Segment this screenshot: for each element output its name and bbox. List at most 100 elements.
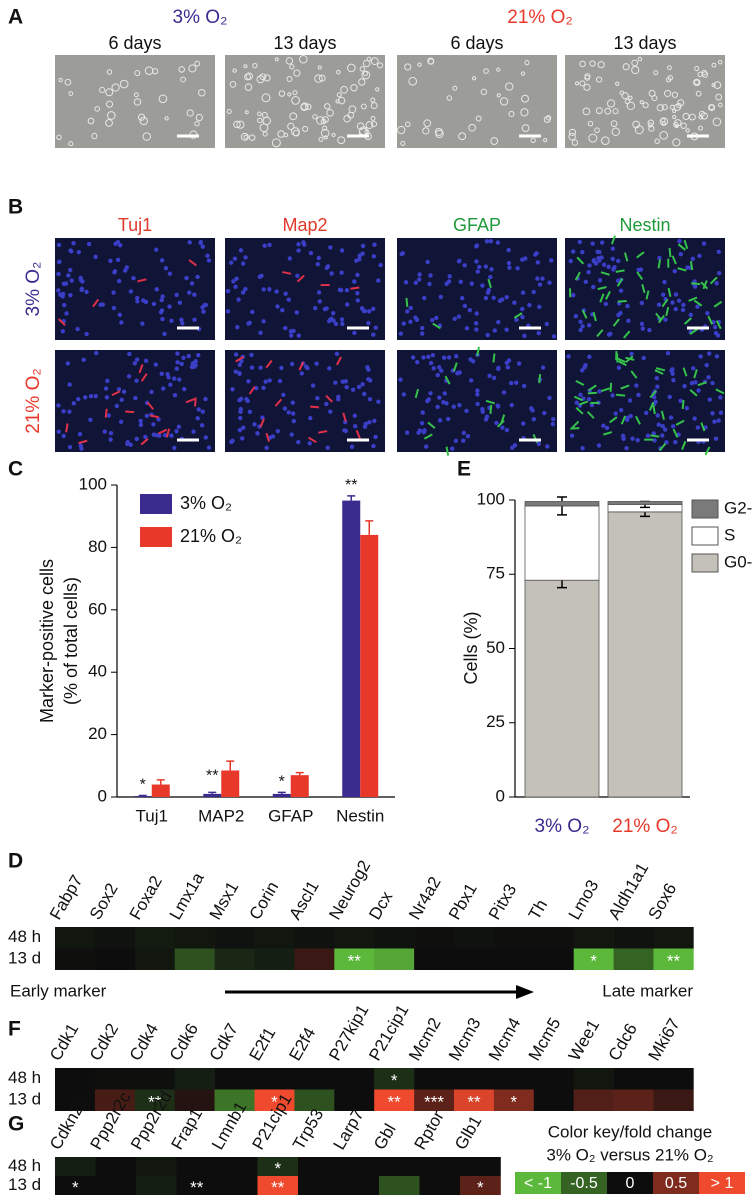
stain: [691, 282, 701, 286]
nucleus: [425, 259, 430, 265]
nucleus: [327, 366, 332, 371]
nucleus: [512, 300, 517, 305]
bar-segment: [524, 579, 600, 798]
cell: [698, 125, 704, 131]
nucleus: [281, 392, 286, 398]
column-label: Frap1: [168, 1105, 207, 1153]
error-bar: [208, 791, 217, 794]
nucleus: [78, 277, 84, 283]
cell: [647, 122, 653, 128]
cell: [188, 64, 197, 73]
nucleus: [626, 318, 631, 324]
stain: [672, 428, 679, 438]
heatmap-cell: [55, 1089, 96, 1111]
nucleus: [175, 351, 180, 356]
stain: [573, 395, 583, 402]
nucleus: [131, 275, 136, 281]
stain: [138, 364, 144, 374]
nucleus: [124, 265, 129, 270]
stain: [259, 418, 265, 428]
nucleus: [367, 378, 373, 383]
nucleus: [56, 403, 61, 408]
nucleus: [345, 302, 350, 307]
nucleus: [138, 422, 144, 428]
nucleus: [362, 391, 367, 397]
bar: [221, 770, 240, 797]
heatmap-cell: [294, 1089, 335, 1111]
nucleus: [682, 383, 687, 389]
nucleus: [322, 306, 328, 312]
nucleus: [416, 277, 422, 282]
column-label: Fabp7: [46, 872, 87, 923]
nucleus: [578, 327, 583, 333]
cell: [320, 128, 330, 138]
nucleus: [441, 355, 447, 360]
nucleus: [296, 333, 302, 338]
nucleus: [662, 427, 668, 432]
cell: [232, 68, 237, 73]
nucleus: [665, 351, 671, 356]
nucleus: [516, 361, 522, 366]
stain: [600, 271, 610, 276]
nucleus: [497, 298, 503, 304]
stain: [485, 399, 495, 405]
cell: [178, 66, 186, 73]
nucleus: [716, 249, 721, 255]
cell: [673, 103, 682, 111]
nucleus: [504, 294, 509, 300]
nucleus: [143, 434, 148, 440]
cell: [600, 136, 610, 145]
nucleus: [236, 297, 241, 302]
cell: [370, 97, 376, 103]
key-label: -0.5: [570, 1175, 598, 1192]
nucleus: [430, 317, 435, 323]
nucleus: [550, 421, 556, 427]
column-label: Trp53: [289, 1106, 327, 1153]
cell: [261, 111, 268, 119]
nucleus: [616, 365, 622, 370]
column-label: Ascl1: [285, 877, 322, 923]
nucleus: [102, 429, 107, 434]
nucleus: [496, 319, 501, 325]
nucleus: [167, 271, 173, 276]
nucleus: [656, 422, 661, 427]
column-label: Corin: [246, 878, 283, 923]
cell: [240, 132, 249, 141]
stain: [185, 398, 195, 404]
stain: [414, 388, 420, 399]
row-label: 13 d: [8, 949, 41, 968]
significance: *: [140, 777, 146, 794]
cell: [499, 97, 509, 106]
stain: [588, 384, 597, 392]
stain: [574, 271, 581, 281]
column-label: Sox6: [645, 880, 681, 923]
nucleus: [296, 439, 301, 445]
nucleus: [86, 241, 92, 247]
significance: ***: [424, 1093, 444, 1112]
stain: [610, 235, 617, 245]
column-label: Nestin: [619, 215, 670, 235]
y-tick-label: 40: [88, 662, 107, 681]
cell: [58, 77, 63, 83]
nucleus: [161, 386, 166, 391]
nucleus: [403, 280, 409, 285]
heatmap-cell: [55, 927, 96, 949]
column-label: GFAP: [453, 215, 501, 235]
nucleus: [225, 288, 231, 294]
heatmap-cell: [214, 927, 255, 949]
stain: [641, 283, 646, 294]
cell: [105, 119, 113, 127]
error-bar: [295, 771, 304, 776]
nucleus: [447, 274, 452, 279]
nucleus: [444, 401, 449, 406]
nucleus: [192, 317, 197, 322]
nucleus: [78, 443, 83, 448]
cell: [648, 125, 655, 132]
nucleus: [670, 300, 675, 305]
cell: [661, 104, 668, 111]
column-label: Cdk2: [86, 1020, 122, 1064]
column-label: Gbl: [370, 1121, 400, 1153]
nucleus: [680, 307, 686, 313]
nucleus: [410, 355, 416, 360]
bar: [272, 793, 291, 797]
